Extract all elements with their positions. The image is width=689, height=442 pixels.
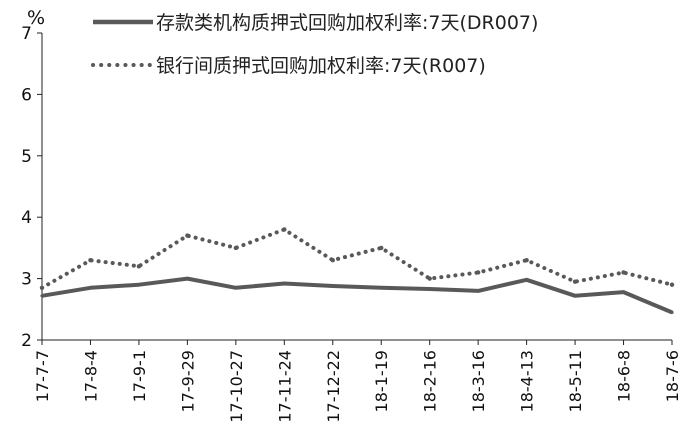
data-point-dr007 (137, 283, 141, 287)
data-point-r007 (427, 276, 432, 281)
data-point-dr007 (331, 284, 335, 288)
x-tick-label: 17-9-29 (178, 350, 197, 412)
y-tick-label: 6 (21, 85, 32, 105)
y-tick-label: 2 (21, 331, 32, 351)
data-point-dr007 (670, 310, 674, 314)
y-tick-label: 5 (21, 147, 32, 167)
data-point-dr007 (476, 289, 480, 293)
x-tick-label: 18-6-8 (615, 350, 634, 402)
data-point-r007 (88, 257, 93, 263)
x-tick-label: 17-11-24 (275, 350, 294, 423)
y-axis: 2 3 4 5 6 7 (21, 24, 43, 351)
x-tick-label: 17-7-7 (33, 350, 52, 402)
x-axis: 17-7-7 17-8-4 17-9-1 17-9-29 17-10-27 17-11-2… (33, 339, 682, 423)
data-point-r007 (39, 285, 45, 291)
data-point-dr007 (573, 294, 577, 298)
data-point-r007 (379, 245, 384, 251)
legend-label-r007: 银行间质押式回购加权利率:7天(R007) (156, 55, 486, 77)
x-tick-label: 18-4-13 (518, 350, 537, 412)
x-tick-label: 18-1-19 (372, 350, 391, 412)
data-point-dr007 (185, 277, 189, 281)
x-tick-label: 18-5-11 (566, 350, 585, 412)
data-point-dr007 (379, 286, 383, 290)
x-tick-label: 18-7-6 (663, 350, 682, 402)
x-tick-label: 17-12-22 (324, 350, 343, 423)
data-point-dr007 (88, 286, 93, 290)
legend-label-dr007: 存款类机构质押式回购加权利率:7天(DR007) (156, 12, 538, 34)
y-tick-label: 7 (21, 24, 32, 44)
data-point-r007 (669, 282, 675, 287)
data-point-r007 (475, 270, 481, 275)
data-point-r007 (282, 227, 287, 232)
x-tick-label: 17-8-4 (81, 350, 100, 402)
series-line-dr007 (41, 276, 673, 315)
data-point-dr007 (282, 281, 286, 286)
data-point-dr007 (234, 286, 238, 290)
y-tick-label: 4 (21, 208, 32, 228)
data-point-dr007 (428, 287, 432, 291)
data-point-dr007 (621, 290, 626, 294)
data-point-r007 (524, 257, 529, 263)
data-point-dr007 (525, 278, 529, 282)
y-axis-unit: % (27, 7, 45, 29)
x-tick-label: 18-3-16 (469, 350, 488, 412)
y-tick-label: 3 (21, 270, 32, 290)
data-point-r007 (621, 270, 626, 275)
x-tick-label: 17-9-1 (130, 350, 149, 402)
data-point-r007 (185, 233, 190, 238)
x-tick-label: 18-2-16 (421, 350, 440, 412)
data-point-r007 (572, 279, 578, 284)
data-point-r007 (233, 245, 239, 251)
data-point-r007 (136, 264, 142, 269)
series-layer (39, 227, 675, 315)
x-tick-label: 17-10-27 (227, 350, 246, 423)
series-line-r007 (40, 227, 674, 290)
data-point-dr007 (40, 294, 44, 298)
data-point-r007 (330, 257, 335, 263)
legend: 存款类机构质押式回购加权利率:7天(DR007) 银行间质押式回购加权利率:7天… (91, 12, 538, 77)
